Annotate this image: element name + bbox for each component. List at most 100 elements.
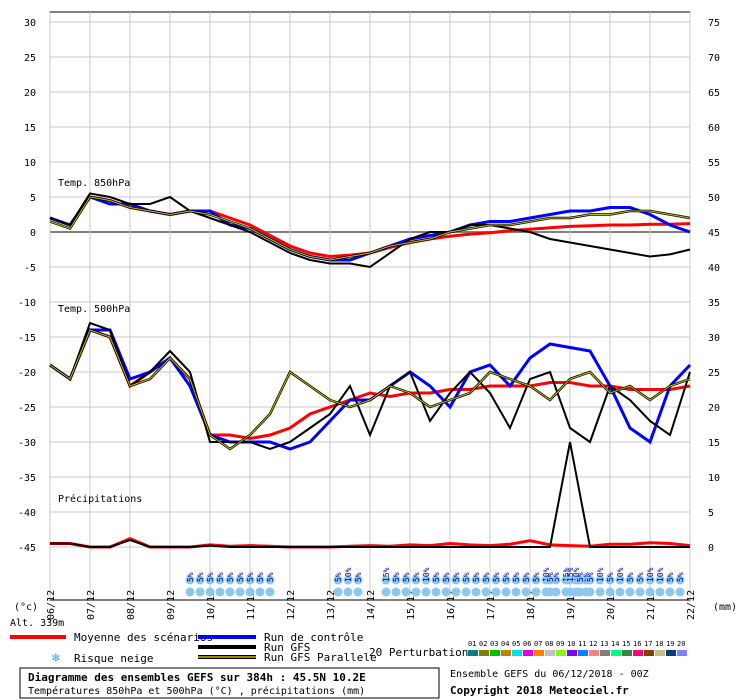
left-tick-label: -20 xyxy=(18,368,36,379)
x-tick-label: 15/12 xyxy=(406,590,417,620)
left-tick-label: 15 xyxy=(24,123,36,134)
perturbation-number: 11 xyxy=(578,640,586,648)
snow-pct-label: 5% xyxy=(582,572,591,582)
snow-dot xyxy=(655,575,665,585)
perturbation-number: 18 xyxy=(655,640,663,648)
snow-pct-label: 5% xyxy=(546,572,555,582)
perturbation-swatch xyxy=(512,650,522,656)
snow-dot xyxy=(245,575,255,585)
snow-dot xyxy=(501,575,511,585)
snow-pct-label: 10% xyxy=(656,567,665,582)
x-tick-label: 13/12 xyxy=(326,590,337,620)
snow-dot xyxy=(521,575,531,585)
perturbation-number: 15 xyxy=(622,640,630,648)
right-tick-label: 40 xyxy=(708,263,720,274)
left-tick-label: -45 xyxy=(18,543,36,554)
left-tick-label: -40 xyxy=(18,508,36,519)
snow-dot xyxy=(491,587,501,597)
legend-risque-neige: Risque neige xyxy=(74,652,153,665)
right-tick-label: 55 xyxy=(708,158,720,169)
perturbation-swatch xyxy=(578,650,588,656)
snow-dot xyxy=(471,587,481,597)
snow-dot xyxy=(235,587,245,597)
perturbation-swatch xyxy=(666,650,676,656)
left-tick-label: -25 xyxy=(18,403,36,414)
snow-pct-label: 5% xyxy=(216,572,225,582)
snow-dot xyxy=(461,575,471,585)
x-tick-label: 12/12 xyxy=(286,590,297,620)
snow-dot xyxy=(401,575,411,585)
snow-dot xyxy=(353,587,363,597)
snow-pct-label: 5% xyxy=(522,572,531,582)
snow-dot xyxy=(431,575,441,585)
snow-dot xyxy=(575,575,585,585)
x-axis-ticks: 06/12 07/12 08/12 09/12 10/12 11/12 12/12 13/12… xyxy=(46,590,697,620)
perturbation-swatch xyxy=(501,650,511,656)
snow-dot xyxy=(545,587,555,597)
perturbation-swatch xyxy=(523,650,533,656)
snow-dot xyxy=(185,575,195,585)
perturbation-number: 07 xyxy=(534,640,542,648)
snow-pct-label: 10% xyxy=(572,567,581,582)
perturbation-swatches: 01 02 03 04 05 06 07 08 09 10 11 12 13 14 15 16 17 18 19 20 xyxy=(468,640,687,656)
x-tick-label: 16/12 xyxy=(446,590,457,620)
footer-title: Diagramme des ensembles GEFS sur 384h : … xyxy=(28,671,366,684)
legend-moyenne: Moyenne des scénarios xyxy=(74,631,213,644)
panel-label-precip: Précipitations xyxy=(58,493,142,505)
snow-dot xyxy=(235,575,245,585)
right-tick-label: 25 xyxy=(708,368,720,379)
snow-dot xyxy=(675,587,685,597)
perturbation-number: 08 xyxy=(545,640,553,648)
snow-dot xyxy=(625,575,635,585)
snow-dot xyxy=(255,587,265,597)
snow-dot xyxy=(401,587,411,597)
x-tick-label: 10/12 xyxy=(206,590,217,620)
snow-dot xyxy=(615,587,625,597)
snow-dot xyxy=(531,575,541,585)
left-tick-label: -35 xyxy=(18,473,36,484)
snow-dot xyxy=(675,575,685,585)
snow-dot xyxy=(245,587,255,597)
perturbation-swatch xyxy=(644,650,654,656)
perturbation-number: 16 xyxy=(633,640,641,648)
perturbation-swatch xyxy=(611,650,621,656)
snow-dot xyxy=(255,575,265,585)
snow-dot xyxy=(225,587,235,597)
perturbation-swatch xyxy=(479,650,489,656)
snow-dot xyxy=(645,575,655,585)
perturbation-swatch xyxy=(556,650,566,656)
perturbation-number: 14 xyxy=(611,640,619,648)
perturbation-swatch xyxy=(677,650,687,656)
snow-dot xyxy=(343,575,353,585)
t850-run-gfs-parallele-line xyxy=(49,196,691,261)
perturbation-swatch xyxy=(633,650,643,656)
altitude-label: Alt. 339m xyxy=(10,618,64,629)
right-tick-label: 75 xyxy=(708,18,720,29)
left-tick-label: 20 xyxy=(24,88,36,99)
x-tick-label: 08/12 xyxy=(126,590,137,620)
snow-dot xyxy=(595,587,605,597)
left-tick-label: 5 xyxy=(30,193,36,204)
perturbation-swatch xyxy=(622,650,632,656)
x-tick-label: 11/12 xyxy=(246,590,257,620)
x-tick-label: 18/12 xyxy=(526,590,537,620)
snow-dot xyxy=(585,587,595,597)
snow-pct-label: 15% xyxy=(382,567,391,582)
snow-dot xyxy=(343,587,353,597)
perturbation-number: 17 xyxy=(644,640,652,648)
snow-dot xyxy=(441,575,451,585)
snow-pct-label: 5% xyxy=(236,572,245,582)
snow-pct-label: 5% xyxy=(266,572,275,582)
snow-dot xyxy=(595,575,605,585)
x-tick-label: 21/12 xyxy=(646,590,657,620)
snow-dot xyxy=(185,587,195,597)
snow-dot xyxy=(481,587,491,597)
snow-dot xyxy=(225,575,235,585)
snow-pct-label: 5% xyxy=(186,572,195,582)
x-tick-label: 20/12 xyxy=(606,590,617,620)
snow-dot xyxy=(411,575,421,585)
snow-dot xyxy=(333,587,343,597)
legend-perturbations: 20 Perturbations xyxy=(369,646,475,659)
snow-dot xyxy=(605,575,615,585)
